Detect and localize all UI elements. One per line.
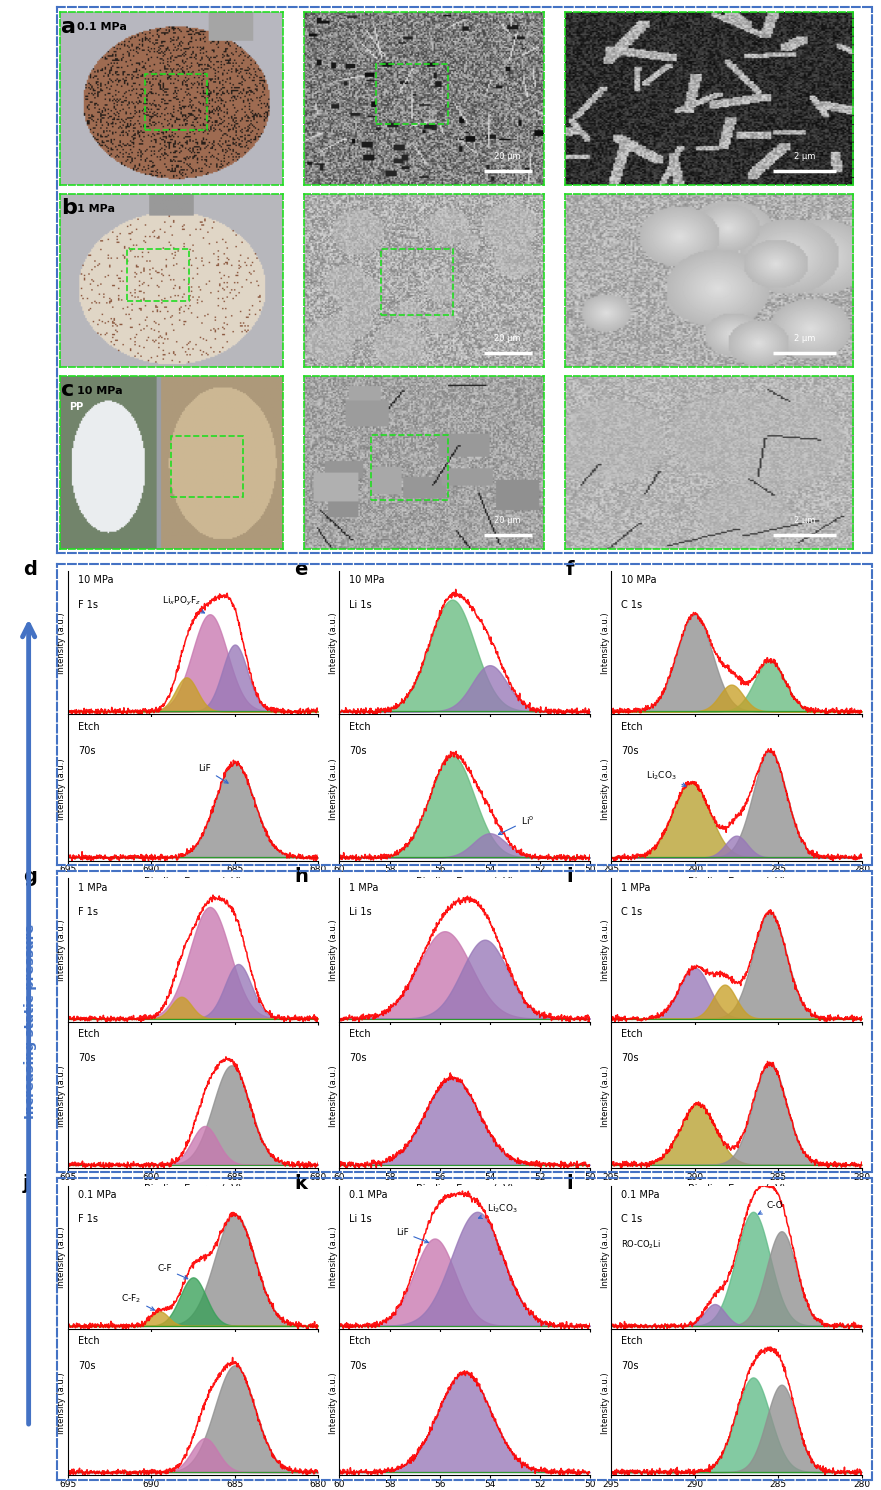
Text: 20 μm: 20 μm: [494, 152, 521, 161]
Text: 10 MPa: 10 MPa: [621, 575, 656, 586]
Text: Etch: Etch: [621, 1030, 643, 1039]
Text: g: g: [23, 867, 37, 887]
Bar: [172, 437, 242, 496]
Text: Li 1s: Li 1s: [350, 600, 372, 609]
Text: C 1s: C 1s: [621, 600, 642, 609]
Y-axis label: Intensity (a.u.): Intensity (a.u.): [57, 1226, 66, 1289]
Bar: [381, 249, 453, 314]
Text: e: e: [294, 560, 307, 578]
Y-axis label: Intensity (a.u.): Intensity (a.u.): [57, 612, 66, 673]
Text: 0.1 MPa: 0.1 MPa: [621, 1191, 660, 1199]
Text: f: f: [566, 560, 574, 578]
Text: Etch: Etch: [78, 721, 100, 732]
Text: LiF: LiF: [396, 1228, 428, 1243]
Text: 1 MPa: 1 MPa: [350, 882, 379, 893]
Text: Li 1s: Li 1s: [350, 1214, 372, 1225]
Text: Etch: Etch: [350, 1337, 371, 1345]
Text: 0.1 MPa: 0.1 MPa: [78, 1191, 116, 1199]
Text: 70s: 70s: [621, 746, 639, 755]
Text: 70s: 70s: [350, 1360, 367, 1371]
Text: l: l: [566, 1174, 573, 1193]
Bar: [144, 74, 207, 130]
Text: F 1s: F 1s: [78, 1214, 98, 1225]
Text: 70s: 70s: [78, 1053, 95, 1064]
Text: C-F: C-F: [158, 1264, 188, 1278]
X-axis label: Binding Energy (eV): Binding Energy (eV): [416, 878, 514, 887]
Text: Increasing static pressure: Increasing static pressure: [25, 924, 37, 1119]
Y-axis label: Intensity (a.u.): Intensity (a.u.): [601, 758, 610, 820]
Bar: [376, 64, 448, 124]
Text: 70s: 70s: [78, 1360, 95, 1371]
Text: 1 MPa: 1 MPa: [77, 204, 115, 215]
Text: Etch: Etch: [78, 1030, 100, 1039]
X-axis label: Binding Energy (eV): Binding Energy (eV): [144, 1185, 242, 1195]
Text: 20 μm: 20 μm: [494, 516, 521, 524]
Text: Etch: Etch: [621, 721, 643, 732]
Y-axis label: Intensity (a.u.): Intensity (a.u.): [57, 1372, 66, 1435]
Y-axis label: Intensity (a.u.): Intensity (a.u.): [601, 1065, 610, 1126]
Text: Etch: Etch: [350, 1030, 371, 1039]
Text: C 1s: C 1s: [621, 1214, 642, 1225]
Text: h: h: [294, 867, 308, 887]
Text: c: c: [61, 380, 74, 401]
Y-axis label: Intensity (a.u.): Intensity (a.u.): [601, 1372, 610, 1435]
Bar: [127, 249, 189, 301]
Text: b: b: [61, 198, 77, 219]
Text: Etch: Etch: [350, 721, 371, 732]
Text: Etch: Etch: [621, 1337, 643, 1345]
Y-axis label: Intensity (a.u.): Intensity (a.u.): [329, 758, 338, 820]
Text: 70s: 70s: [350, 746, 367, 755]
Text: Li$_2$CO$_3$: Li$_2$CO$_3$: [478, 1202, 518, 1219]
X-axis label: Binding Energy (eV): Binding Energy (eV): [144, 878, 242, 887]
Text: C-O: C-O: [759, 1201, 783, 1214]
Text: RO-CO$_2$Li: RO-CO$_2$Li: [621, 1238, 662, 1252]
Text: 10 MPa: 10 MPa: [77, 386, 122, 396]
Y-axis label: Intensity (a.u.): Intensity (a.u.): [601, 919, 610, 980]
Text: Etch: Etch: [78, 1337, 100, 1345]
Text: j: j: [23, 1174, 29, 1193]
Text: 70s: 70s: [621, 1053, 639, 1064]
Y-axis label: Intensity (a.u.): Intensity (a.u.): [329, 1372, 338, 1435]
Text: PP: PP: [69, 402, 83, 411]
Text: 1 MPa: 1 MPa: [621, 882, 650, 893]
Text: 0.1 MPa: 0.1 MPa: [350, 1191, 388, 1199]
Text: k: k: [294, 1174, 307, 1193]
Text: 2 μm: 2 μm: [794, 516, 815, 524]
Text: 70s: 70s: [350, 1053, 367, 1064]
Text: F 1s: F 1s: [78, 907, 98, 916]
Bar: [372, 435, 448, 501]
Y-axis label: Intensity (a.u.): Intensity (a.u.): [329, 1065, 338, 1126]
Text: a: a: [61, 16, 76, 37]
X-axis label: Binding Energy (eV): Binding Energy (eV): [687, 1185, 785, 1195]
Text: 2 μm: 2 μm: [794, 334, 815, 343]
Text: 1 MPa: 1 MPa: [78, 882, 107, 893]
Y-axis label: Intensity (a.u.): Intensity (a.u.): [329, 919, 338, 980]
Text: C-F$_2$: C-F$_2$: [122, 1292, 154, 1310]
Text: 70s: 70s: [621, 1360, 639, 1371]
Text: 20 μm: 20 μm: [494, 334, 521, 343]
Text: d: d: [23, 560, 37, 578]
Text: Li$^0$: Li$^0$: [499, 814, 534, 834]
Text: LiF: LiF: [198, 764, 228, 784]
Text: 10 MPa: 10 MPa: [78, 575, 114, 586]
Text: i: i: [566, 867, 573, 887]
Y-axis label: Intensity (a.u.): Intensity (a.u.): [57, 919, 66, 980]
X-axis label: Binding Energy (eV): Binding Energy (eV): [416, 1185, 514, 1195]
Text: 70s: 70s: [78, 746, 95, 755]
Text: 10 MPa: 10 MPa: [350, 575, 385, 586]
Y-axis label: Intensity (a.u.): Intensity (a.u.): [329, 1226, 338, 1289]
X-axis label: Binding Energy (eV): Binding Energy (eV): [687, 878, 785, 887]
Y-axis label: Intensity (a.u.): Intensity (a.u.): [601, 612, 610, 673]
Text: Li$_x$PO$_y$F$_z$: Li$_x$PO$_y$F$_z$: [162, 595, 204, 612]
Y-axis label: Intensity (a.u.): Intensity (a.u.): [57, 1065, 66, 1126]
Text: 0.1 MPa: 0.1 MPa: [77, 22, 127, 31]
Text: F 1s: F 1s: [78, 600, 98, 609]
Y-axis label: Intensity (a.u.): Intensity (a.u.): [329, 612, 338, 673]
Y-axis label: Intensity (a.u.): Intensity (a.u.): [601, 1226, 610, 1289]
Text: Li 1s: Li 1s: [350, 907, 372, 916]
Y-axis label: Intensity (a.u.): Intensity (a.u.): [57, 758, 66, 820]
Text: 2 μm: 2 μm: [794, 152, 815, 161]
Text: C 1s: C 1s: [621, 907, 642, 916]
Text: Li$_2$CO$_3$: Li$_2$CO$_3$: [646, 769, 686, 787]
